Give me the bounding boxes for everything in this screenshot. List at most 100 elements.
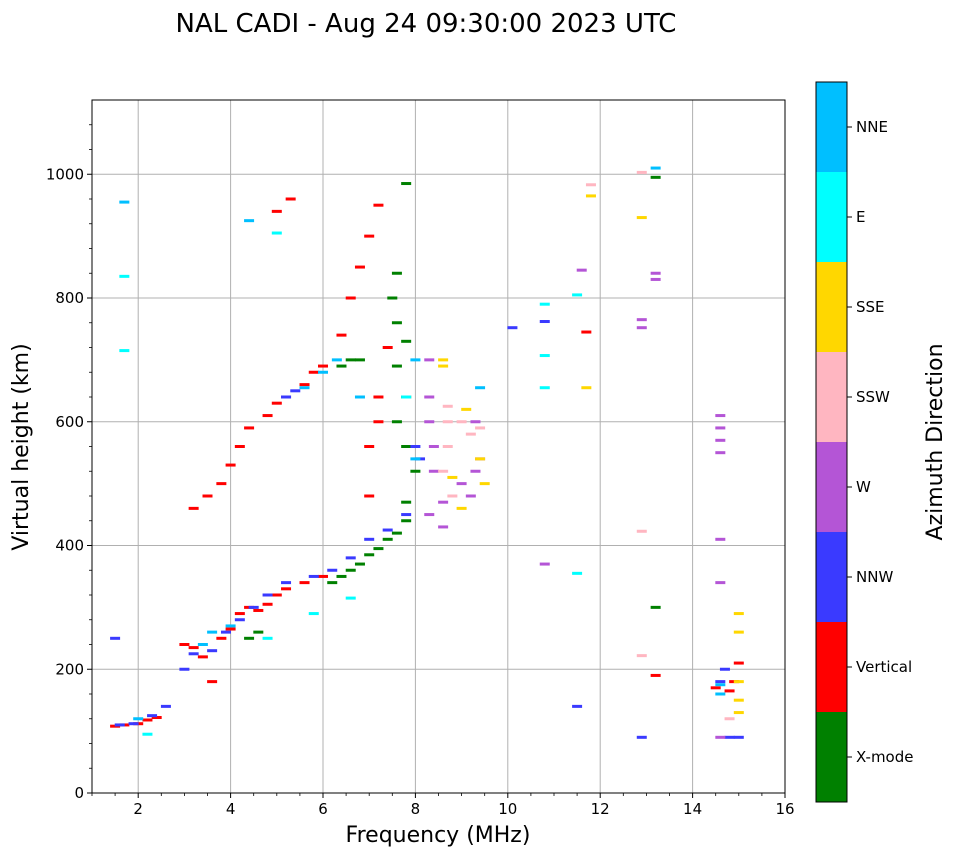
x-axis-label: Frequency (MHz): [346, 823, 531, 848]
data-point-e: [142, 732, 153, 736]
data-point-vertical: [581, 330, 592, 334]
data-point-vertical: [364, 234, 375, 238]
data-point-nne: [318, 370, 328, 374]
y-tick-label: 800: [55, 289, 84, 307]
data-point-x-mode: [401, 500, 412, 504]
colorbar-swatch: [816, 532, 847, 622]
data-point-ssw: [438, 469, 449, 473]
colorbar-tick-label: SSE: [856, 298, 885, 316]
colorbar-swatch: [816, 262, 847, 352]
data-point-nnw: [636, 735, 647, 739]
data-point-w: [715, 451, 726, 455]
data-point-x-mode: [327, 581, 338, 585]
data-point-ssw: [447, 494, 458, 498]
y-tick-label: 0: [74, 784, 84, 802]
colorbar-tick-label: NNW: [856, 568, 893, 586]
data-point-nnw: [715, 680, 726, 684]
colorbar-tick-label: W: [856, 478, 871, 496]
data-point-vertical: [225, 627, 236, 631]
data-point-vertical: [253, 608, 264, 612]
data-point-w: [438, 500, 449, 504]
data-point-nnw: [188, 652, 199, 656]
data-point-x-mode: [401, 519, 412, 523]
x-tick-label: 12: [591, 800, 610, 818]
colorbar-tick-label: Vertical: [856, 658, 912, 676]
data-point-vertical: [299, 581, 310, 585]
data-point-vertical: [197, 655, 208, 659]
data-point-w: [715, 537, 726, 541]
data-point-vertical: [285, 197, 296, 201]
colorbar-swatch: [816, 712, 847, 802]
data-point-sse: [475, 457, 486, 461]
data-point-sse: [733, 711, 744, 715]
y-tick-label: 1000: [46, 165, 84, 183]
data-point-ssw: [442, 445, 453, 448]
data-point-nnw: [207, 649, 218, 653]
data-point-vertical: [225, 463, 236, 467]
colorbar-swatch: [816, 622, 847, 712]
data-point-nnw: [719, 667, 730, 671]
y-tick-label: 200: [55, 660, 84, 678]
colorbar-frame: [815, 81, 848, 803]
data-point-sse: [461, 407, 472, 411]
data-point-e: [308, 612, 319, 616]
chart-title: NAL CADI - Aug 24 09:30:00 2023 UTC: [176, 9, 677, 39]
data-point-nnw: [507, 326, 518, 330]
data-point-vertical: [271, 401, 282, 405]
data-point-nne: [331, 358, 342, 362]
data-point-ssw: [475, 426, 486, 430]
data-point-vertical: [216, 482, 227, 486]
data-point-x-mode: [650, 175, 661, 179]
data-point-sse: [733, 680, 744, 684]
data-point-vertical: [207, 680, 218, 684]
data-point-x-mode: [391, 420, 402, 424]
data-point-vertical: [710, 686, 721, 690]
data-point-e: [539, 302, 550, 306]
data-point-w: [715, 581, 726, 585]
data-point-nne: [133, 717, 144, 721]
data-point-w: [424, 420, 435, 424]
data-point-vertical: [373, 203, 384, 207]
data-point-w: [465, 494, 476, 498]
data-point-nnw: [281, 581, 292, 585]
data-point-x-mode: [391, 531, 402, 535]
data-point-x-mode: [401, 445, 412, 448]
data-point-nnw: [128, 722, 139, 726]
data-point-nne: [650, 166, 661, 170]
data-point-vertical: [318, 574, 328, 578]
data-point-vertical: [724, 689, 735, 693]
data-point-vertical: [364, 494, 375, 498]
data-point-nnw: [401, 513, 412, 517]
data-point-e: [119, 349, 130, 353]
data-point-ssw: [465, 432, 476, 436]
data-point-ssw: [442, 420, 453, 424]
data-point-ssw: [636, 170, 647, 174]
data-point-vertical: [151, 716, 162, 720]
data-point-nnw: [262, 593, 273, 597]
data-point-x-mode: [410, 469, 421, 473]
data-point-w: [715, 735, 726, 739]
data-point-nnw: [327, 568, 338, 572]
data-point-nne: [207, 630, 218, 634]
data-point-nnw: [308, 574, 319, 578]
colorbar-swatch: [816, 352, 847, 442]
data-point-w: [576, 268, 587, 272]
data-point-nnw: [110, 636, 121, 640]
x-tick-label: 8: [411, 800, 421, 818]
data-point-x-mode: [373, 547, 384, 551]
y-axis-label: Virtual height (km): [9, 343, 34, 550]
data-point-vertical: [216, 636, 227, 640]
data-point-vertical: [271, 593, 282, 597]
data-point-ssw: [636, 529, 647, 533]
data-point-ssw: [442, 404, 453, 408]
data-point-w: [424, 513, 435, 517]
data-point-nne: [354, 395, 365, 399]
data-point-x-mode: [650, 605, 661, 609]
data-point-w: [539, 562, 550, 566]
data-point-x-mode: [253, 630, 264, 634]
data-point-x-mode: [387, 296, 398, 300]
data-point-vertical: [281, 587, 292, 591]
data-point-nnw: [147, 714, 158, 718]
data-point-nnw: [248, 605, 259, 609]
